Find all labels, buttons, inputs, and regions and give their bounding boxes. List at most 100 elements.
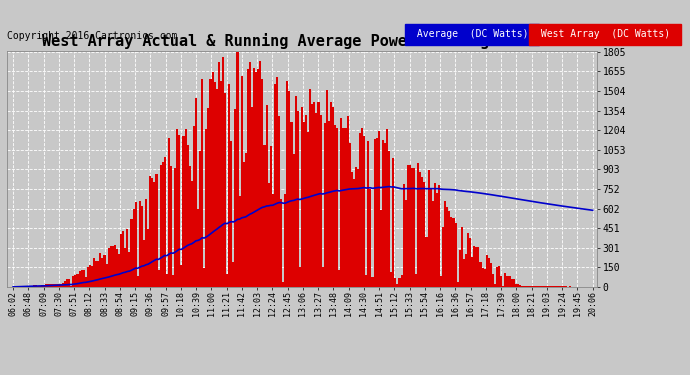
Bar bbox=[83, 270, 85, 287]
Bar bbox=[471, 257, 473, 287]
Bar bbox=[132, 209, 135, 287]
Bar bbox=[141, 207, 143, 287]
Bar bbox=[153, 182, 155, 287]
Bar bbox=[178, 135, 180, 287]
Bar bbox=[293, 154, 295, 287]
Bar bbox=[255, 72, 257, 287]
Bar bbox=[106, 264, 108, 287]
Bar bbox=[272, 194, 274, 287]
Bar bbox=[390, 272, 392, 287]
Bar bbox=[27, 286, 29, 287]
Bar bbox=[420, 172, 422, 287]
Bar bbox=[444, 201, 446, 287]
Bar bbox=[480, 262, 482, 287]
Bar bbox=[475, 247, 477, 287]
Bar bbox=[62, 283, 64, 287]
Bar bbox=[128, 252, 130, 287]
Bar bbox=[463, 260, 465, 287]
Bar bbox=[459, 250, 461, 287]
Bar bbox=[357, 169, 359, 287]
Bar bbox=[60, 284, 62, 287]
Bar bbox=[540, 286, 542, 287]
Bar bbox=[56, 284, 58, 287]
Bar bbox=[170, 166, 172, 287]
Bar bbox=[299, 267, 301, 287]
Bar bbox=[492, 274, 494, 287]
Bar bbox=[365, 275, 367, 287]
Bar bbox=[301, 106, 303, 287]
Bar bbox=[97, 261, 99, 287]
Text: Copyright 2016 Cartronics.com: Copyright 2016 Cartronics.com bbox=[7, 32, 177, 41]
Bar bbox=[64, 281, 66, 287]
Bar bbox=[496, 267, 498, 287]
Bar bbox=[490, 262, 492, 287]
Bar bbox=[311, 104, 313, 287]
Bar bbox=[432, 201, 434, 287]
Bar bbox=[190, 181, 193, 287]
Bar bbox=[519, 285, 521, 287]
Bar bbox=[560, 286, 562, 287]
Bar bbox=[336, 128, 338, 287]
Bar bbox=[375, 138, 377, 287]
Bar bbox=[473, 246, 475, 287]
Bar bbox=[195, 98, 197, 287]
Bar bbox=[253, 68, 255, 287]
Bar bbox=[70, 286, 72, 287]
Bar bbox=[85, 277, 87, 287]
Bar bbox=[241, 76, 243, 287]
Bar bbox=[222, 57, 224, 287]
Bar bbox=[398, 278, 401, 287]
Bar bbox=[502, 286, 504, 287]
Bar bbox=[151, 178, 153, 287]
Bar bbox=[149, 176, 151, 287]
Bar bbox=[159, 165, 161, 287]
Bar bbox=[157, 270, 159, 287]
Bar bbox=[224, 93, 226, 287]
Bar bbox=[35, 285, 37, 287]
Bar bbox=[95, 261, 97, 287]
Bar bbox=[21, 286, 23, 287]
Bar bbox=[210, 79, 212, 287]
Bar bbox=[284, 194, 286, 287]
Bar bbox=[494, 284, 496, 287]
Bar bbox=[428, 170, 430, 287]
Bar bbox=[509, 276, 511, 287]
Bar bbox=[81, 270, 83, 287]
Bar bbox=[451, 217, 453, 287]
Bar bbox=[122, 231, 124, 287]
Bar bbox=[330, 102, 332, 287]
Bar bbox=[353, 179, 355, 287]
Bar bbox=[448, 211, 451, 287]
Bar bbox=[556, 286, 558, 287]
Bar bbox=[288, 91, 290, 287]
Bar bbox=[46, 284, 48, 287]
Bar bbox=[529, 286, 531, 287]
Bar bbox=[328, 121, 330, 287]
Bar bbox=[214, 81, 216, 287]
Bar bbox=[344, 128, 346, 287]
Bar bbox=[355, 167, 357, 287]
Bar bbox=[319, 115, 322, 287]
Bar bbox=[542, 286, 544, 287]
Bar bbox=[168, 138, 170, 287]
Bar bbox=[453, 217, 455, 287]
Bar bbox=[237, 52, 239, 287]
Bar bbox=[54, 284, 56, 287]
Bar bbox=[276, 76, 278, 287]
Bar bbox=[411, 168, 413, 287]
Bar bbox=[382, 140, 384, 287]
Bar bbox=[500, 276, 502, 287]
Bar bbox=[322, 267, 324, 287]
Bar bbox=[218, 62, 220, 287]
Bar bbox=[79, 270, 81, 287]
Bar bbox=[243, 162, 245, 287]
Bar bbox=[361, 128, 363, 287]
Bar bbox=[384, 143, 386, 287]
Bar bbox=[564, 286, 566, 287]
Bar bbox=[75, 275, 77, 287]
Bar bbox=[392, 158, 394, 287]
Bar bbox=[521, 286, 523, 287]
Bar bbox=[359, 133, 361, 287]
Bar bbox=[226, 274, 228, 287]
Bar bbox=[290, 122, 293, 287]
